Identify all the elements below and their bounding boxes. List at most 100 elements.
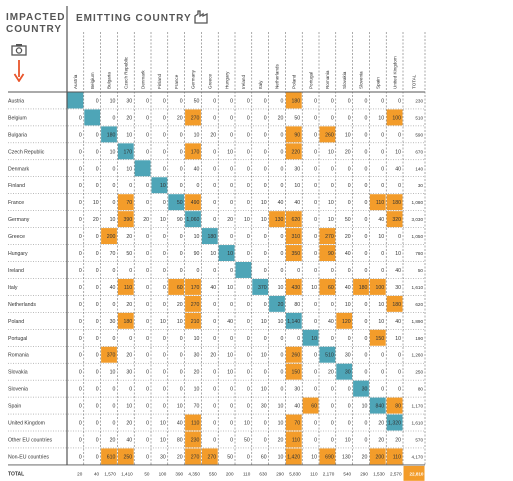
column-total: 2,570	[390, 471, 402, 476]
column-total: 290	[360, 471, 368, 476]
cell-value: 10	[261, 353, 267, 359]
cell-value: 0	[163, 251, 166, 257]
cell-value: 0	[146, 404, 149, 410]
cell-value: 0	[79, 251, 82, 257]
column-total: 40	[94, 471, 100, 476]
cell-value: 0	[163, 115, 166, 121]
cell-value: 10	[278, 404, 284, 410]
cell-value: 0	[281, 251, 284, 257]
cell-value: 0	[146, 251, 149, 257]
cell-value: 0	[113, 404, 116, 410]
diagonal-cell	[319, 346, 336, 363]
cell-value: 150	[292, 370, 301, 376]
cell-value: 0	[365, 302, 368, 308]
cell-value: 0	[79, 132, 82, 138]
cell-value: 0	[96, 234, 99, 240]
cell-value: 0	[79, 353, 82, 359]
row-total: 1,170	[412, 404, 424, 409]
cell-value: 40	[345, 285, 351, 291]
diagonal-cell	[235, 262, 252, 278]
cell-value: 0	[79, 421, 82, 427]
cell-value: 0	[163, 336, 166, 342]
cell-value: 0	[281, 336, 284, 342]
cell-value: 0	[365, 200, 368, 206]
cell-value: 40	[126, 437, 132, 443]
cell-value: 0	[331, 98, 334, 104]
cell-value: 0	[365, 166, 368, 172]
column-header: Netherlands	[275, 64, 280, 89]
row-total: 3,030	[412, 217, 424, 222]
cell-value: 40	[210, 285, 216, 291]
diagonal-cell	[369, 397, 386, 414]
cell-value: 10	[278, 285, 284, 291]
cell-value: 180	[359, 285, 368, 291]
cell-value: 0	[264, 302, 267, 308]
cell-value: 0	[230, 166, 233, 172]
cell-value: 20	[210, 353, 216, 359]
cell-value: 0	[180, 370, 183, 376]
cell-value: 0	[146, 200, 149, 206]
cell-value: 0	[213, 200, 216, 206]
column-header: Ireland	[241, 75, 246, 89]
cell-value: 0	[348, 115, 351, 121]
cell-value: 0	[180, 234, 183, 240]
cell-value: 10	[126, 132, 132, 138]
cell-value: 0	[180, 336, 183, 342]
cell-value: 40	[294, 404, 300, 410]
row-label: Belgium	[8, 115, 27, 121]
cell-value: 0	[146, 319, 149, 325]
cell-value: 0	[314, 234, 317, 240]
cell-value: 20	[126, 234, 132, 240]
highlight-cell	[285, 414, 302, 431]
cell-value: 0	[79, 387, 82, 393]
cell-value: 0	[79, 437, 82, 443]
cell-value: 0	[398, 98, 401, 104]
diagonal-cell	[84, 109, 101, 126]
cell-value: 0	[247, 132, 250, 138]
highlight-cell	[285, 448, 302, 465]
cell-value: 10	[177, 319, 183, 325]
cell-value: 0	[365, 149, 368, 155]
camera-icon	[11, 44, 27, 56]
highlight-cell	[369, 278, 386, 295]
cell-value: 20	[378, 421, 384, 427]
column-total: 1,570	[104, 471, 116, 476]
cell-value: 30	[194, 353, 200, 359]
cell-value: 0	[281, 149, 284, 155]
highlight-cell	[285, 245, 302, 261]
cell-value: 0	[348, 268, 351, 274]
cell-value: 0	[381, 370, 384, 376]
cell-value: 0	[213, 183, 216, 189]
cell-value: 0	[314, 132, 317, 138]
cell-value: 0	[247, 98, 250, 104]
cell-value: 0	[180, 166, 183, 172]
cell-value: 0	[79, 404, 82, 410]
column-header: Slovakia	[342, 71, 347, 89]
cell-value: 50	[194, 98, 200, 104]
cell-value: 0	[96, 132, 99, 138]
highlight-cell	[101, 448, 117, 465]
highlight-cell	[269, 211, 285, 228]
highlight-cell	[285, 431, 302, 448]
cell-value: 40	[278, 200, 284, 206]
cell-value: 390	[124, 217, 133, 223]
highlight-cell	[386, 295, 403, 312]
column-header: Spain	[376, 77, 381, 89]
cell-value: 0	[213, 302, 216, 308]
cell-value: 30	[395, 285, 401, 291]
cell-value: 10	[93, 200, 99, 206]
cell-value: 0	[113, 166, 116, 172]
column-total: 110	[310, 471, 318, 476]
column-total: 2,170	[323, 471, 335, 476]
cell-value: 180	[124, 319, 133, 325]
column-total: 5,830	[289, 471, 301, 476]
cell-value: 10	[278, 421, 284, 427]
cell-value: 0	[163, 268, 166, 274]
cell-value: 0	[247, 251, 250, 257]
cell-value: 0	[163, 353, 166, 359]
row-label: Portugal	[8, 336, 27, 342]
cell-value: 0	[213, 437, 216, 443]
highlight-cell	[117, 312, 134, 329]
cell-value: 0	[314, 149, 317, 155]
cell-value: 0	[79, 454, 82, 460]
